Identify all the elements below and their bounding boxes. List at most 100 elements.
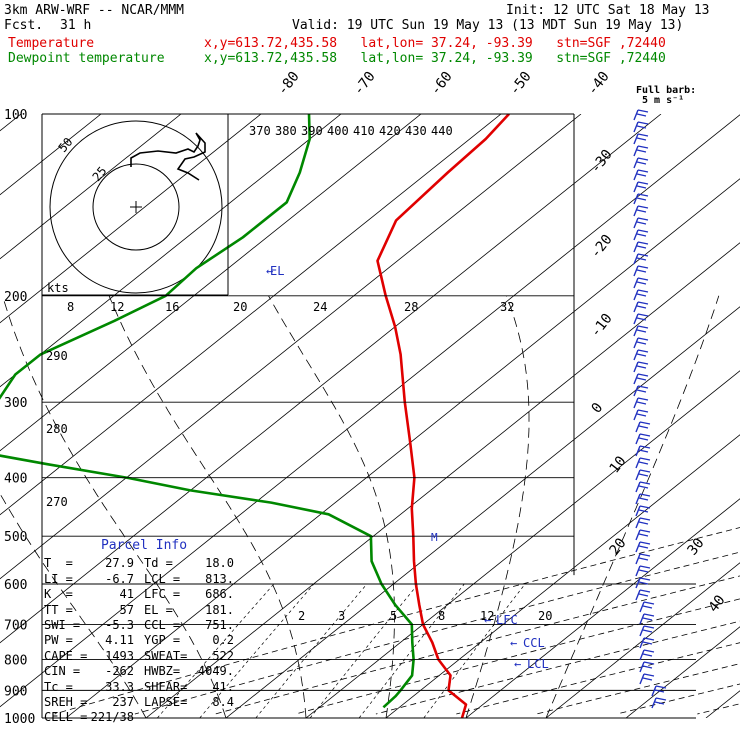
el-marker-arrow: ←	[266, 264, 273, 278]
wind-barb-flag	[637, 277, 649, 281]
wind-barb-flag	[636, 281, 647, 285]
wind-barb-flag	[637, 121, 649, 125]
parcel-info-key: PW =	[44, 633, 73, 648]
wind-barb-staff	[635, 469, 641, 481]
parcel-info-key: SWI =	[44, 618, 81, 633]
wind-barb-staff	[635, 553, 641, 565]
wind-barb-flag	[636, 365, 647, 369]
parcel-info-value: 0.2	[212, 633, 234, 648]
wind-barb-staff	[633, 313, 639, 325]
parcel-info-value: 33.3	[105, 679, 134, 694]
wind-barb-staff	[635, 505, 641, 517]
parcel-info-key: CIN =	[44, 664, 81, 679]
isotherm-line	[0, 114, 422, 452]
wind-barb-staff	[635, 457, 641, 469]
theta-e-label: 400	[327, 124, 349, 138]
wind-barb-flag	[638, 557, 649, 561]
parcel-info-value: 57	[119, 602, 134, 617]
parcel-info-value: 27.9	[105, 556, 134, 571]
forecast-label: Fcst.	[4, 18, 44, 33]
lfc-marker-arrow: ←	[484, 613, 491, 627]
dewpoint-legend-label: Dewpoint temperature	[8, 51, 165, 66]
wind-barb-staff	[633, 157, 639, 169]
wind-barb-staff	[639, 601, 645, 613]
wind-barb-staff	[635, 481, 641, 493]
wind-barb-staff	[633, 121, 639, 133]
wind-barb-flag	[637, 133, 649, 137]
ccl-marker-label: CCL	[523, 636, 545, 650]
parcel-info-value: 8.4	[212, 695, 234, 710]
el-marker-label: EL	[270, 264, 284, 278]
wind-barb-flag	[637, 205, 649, 209]
hodograph-ring	[92, 163, 180, 251]
isotherm-line	[465, 498, 740, 718]
hodograph-axis-tick: 24	[313, 300, 327, 314]
parcel-info-value: 751.	[205, 618, 234, 633]
wind-barb-staff	[639, 673, 645, 685]
wind-barb-flag	[639, 481, 651, 485]
wind-barb-staff	[633, 361, 639, 373]
wind-barb-flag	[636, 113, 647, 117]
wind-barb-flag	[637, 145, 649, 149]
hodograph-ring-label: 50	[56, 135, 76, 155]
parcel-info-title: Parcel Info	[100, 538, 188, 553]
isotherm-line	[305, 370, 740, 718]
parcel-info-value: 522	[212, 648, 234, 663]
dewpoint-point-info: x,y=613.72,435.58 lat,lon= 37.24, -93.39…	[204, 51, 666, 66]
mixing-ratio-line	[199, 583, 315, 718]
wind-barb-flag	[643, 613, 655, 617]
hodograph-axis-tick: 32	[500, 300, 514, 314]
wind-barb-flag	[638, 473, 649, 477]
isotherm-line	[0, 114, 502, 516]
wind-barb-flag	[654, 701, 665, 705]
mixed-layer-marker-label: M	[431, 531, 438, 544]
wind-barb-flag	[639, 589, 651, 593]
valid-time: Valid: 19 UTC Sun 19 May 13 (13 MDT Sun …	[292, 18, 684, 33]
dry-adiabat-line	[295, 598, 740, 715]
parcel-info-key: CAPE =	[44, 648, 88, 663]
wind-barb-flag	[637, 361, 649, 365]
theta-label: 280	[46, 422, 68, 436]
mixing-ratio-line	[423, 583, 526, 718]
parcel-info-key: EL =	[144, 602, 173, 617]
wind-barb-flag	[639, 469, 651, 473]
wind-barb-flag	[636, 257, 647, 261]
isotherm-line	[0, 114, 582, 580]
pressure-tick-label: 500	[4, 530, 27, 545]
wind-barb-staff	[633, 349, 639, 361]
wind-barb-flag	[636, 161, 647, 165]
hodograph-ring	[49, 120, 223, 294]
wind-barb-flag	[638, 593, 649, 597]
theta-label: 270	[46, 495, 68, 509]
mixing-ratio-label: 2	[298, 609, 305, 623]
wind-barb-flag	[655, 685, 667, 689]
wind-barb-staff	[633, 373, 639, 385]
parcel-info-row: K = 41 LFC = 686.	[44, 587, 244, 602]
wind-barb-staff	[633, 277, 639, 289]
pressure-tick-label: 800	[4, 653, 27, 668]
isotherm-line	[0, 114, 662, 644]
wind-barb-flag	[636, 389, 647, 393]
wind-barb-flag	[637, 373, 649, 377]
pressure-tick-label: 300	[4, 396, 27, 411]
temperature-tick-label: 40	[706, 592, 729, 615]
wind-barb-staff	[633, 181, 639, 193]
parcel-info-value: 221/38	[90, 710, 134, 725]
wind-barb-flag	[654, 689, 665, 693]
isotherm-line	[65, 178, 740, 718]
wind-barb-flag	[636, 317, 647, 321]
theta-e-label: 380	[275, 124, 297, 138]
wind-barb-flag	[637, 409, 649, 413]
parcel-info-row: TT = 57 EL = 181.	[44, 603, 244, 618]
wind-barb-flag	[642, 629, 653, 633]
wind-barb-flag	[643, 673, 655, 677]
wind-barb-staff	[639, 649, 645, 661]
wind-barb-flag	[639, 505, 651, 509]
wind-barb-flag	[636, 269, 647, 273]
wind-barb-staff	[633, 301, 639, 313]
wind-barb-flag	[637, 349, 649, 353]
wind-barb-staff	[651, 697, 657, 709]
hodograph-units-label: kts	[47, 281, 69, 295]
wind-barb-flag	[637, 181, 649, 185]
temperature-tick-label: -60	[428, 69, 456, 99]
